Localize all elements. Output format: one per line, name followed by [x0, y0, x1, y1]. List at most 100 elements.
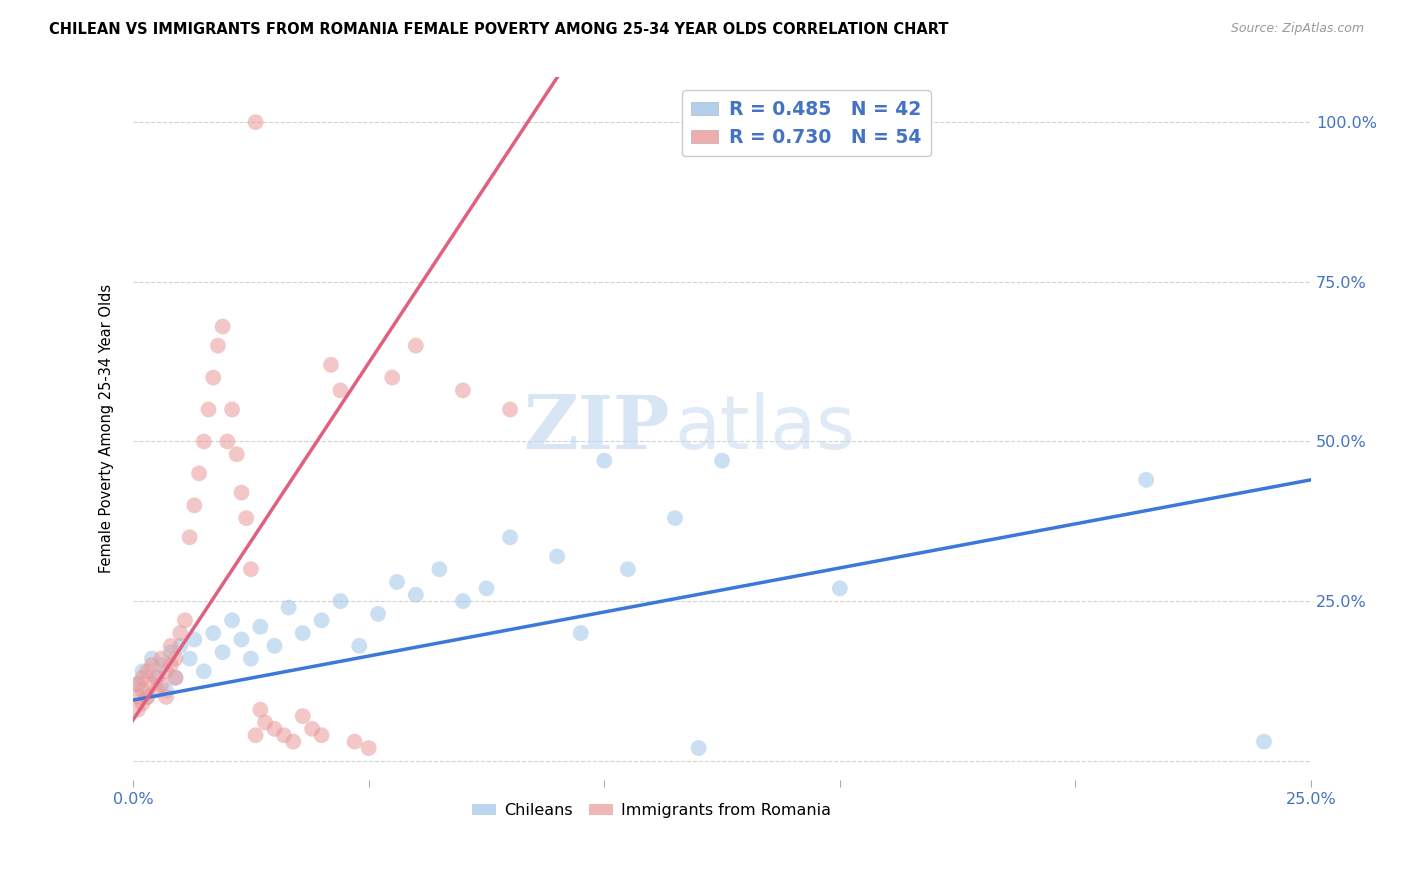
Point — [546, 549, 568, 564]
Point — [1253, 734, 1275, 748]
Point — [145, 683, 167, 698]
Point — [141, 651, 163, 665]
Point — [150, 677, 173, 691]
Point — [202, 370, 225, 384]
Point — [155, 665, 177, 679]
Point — [193, 665, 215, 679]
Point — [277, 600, 299, 615]
Point — [165, 651, 187, 665]
Point — [254, 715, 277, 730]
Point — [617, 562, 640, 576]
Point — [193, 434, 215, 449]
Point — [231, 632, 253, 647]
Point — [159, 658, 181, 673]
Point — [159, 645, 181, 659]
Point — [329, 594, 352, 608]
Point — [221, 613, 243, 627]
Point — [475, 582, 498, 596]
Point — [155, 690, 177, 704]
Y-axis label: Female Poverty Among 25-34 Year Olds: Female Poverty Among 25-34 Year Olds — [100, 285, 114, 574]
Point — [263, 639, 285, 653]
Point — [569, 626, 592, 640]
Point — [319, 358, 342, 372]
Point — [188, 467, 211, 481]
Point — [136, 690, 159, 704]
Point — [239, 562, 262, 576]
Point — [127, 703, 149, 717]
Point — [249, 703, 271, 717]
Point — [131, 683, 153, 698]
Point — [141, 677, 163, 691]
Point — [131, 671, 153, 685]
Text: atlas: atlas — [675, 392, 856, 466]
Point — [311, 728, 333, 742]
Point — [688, 741, 710, 756]
Point — [329, 384, 352, 398]
Point — [249, 620, 271, 634]
Point — [429, 562, 451, 576]
Point — [183, 632, 205, 647]
Point — [291, 626, 314, 640]
Point — [145, 671, 167, 685]
Point — [381, 370, 404, 384]
Point — [239, 651, 262, 665]
Point — [263, 722, 285, 736]
Point — [357, 741, 380, 756]
Point — [211, 319, 233, 334]
Point — [211, 645, 233, 659]
Text: CHILEAN VS IMMIGRANTS FROM ROMANIA FEMALE POVERTY AMONG 25-34 YEAR OLDS CORRELAT: CHILEAN VS IMMIGRANTS FROM ROMANIA FEMAL… — [49, 22, 949, 37]
Text: ZIP: ZIP — [523, 392, 669, 466]
Point — [451, 384, 474, 398]
Point — [179, 651, 201, 665]
Point — [343, 734, 366, 748]
Point — [183, 499, 205, 513]
Point — [174, 613, 197, 627]
Point — [131, 696, 153, 710]
Point — [405, 339, 427, 353]
Point — [451, 594, 474, 608]
Point — [311, 613, 333, 627]
Point — [150, 651, 173, 665]
Point — [127, 677, 149, 691]
Point — [301, 722, 323, 736]
Point — [291, 709, 314, 723]
Point — [711, 453, 734, 467]
Point — [141, 658, 163, 673]
Point — [349, 639, 371, 653]
Point — [593, 453, 616, 467]
Point — [499, 402, 522, 417]
Point — [179, 530, 201, 544]
Point — [245, 728, 267, 742]
Point — [385, 574, 408, 589]
Point — [664, 511, 686, 525]
Point — [367, 607, 389, 621]
Point — [221, 402, 243, 417]
Point — [217, 434, 239, 449]
Point — [283, 734, 305, 748]
Point — [159, 639, 181, 653]
Point — [207, 339, 229, 353]
Point — [127, 677, 149, 691]
Point — [235, 511, 257, 525]
Point — [136, 690, 159, 704]
Point — [136, 665, 159, 679]
Point — [145, 671, 167, 685]
Point — [169, 639, 191, 653]
Point — [225, 447, 247, 461]
Point — [273, 728, 295, 742]
Point — [245, 115, 267, 129]
Point — [165, 671, 187, 685]
Point — [231, 485, 253, 500]
Point — [1135, 473, 1157, 487]
Point — [150, 658, 173, 673]
Point — [169, 626, 191, 640]
Point — [828, 582, 851, 596]
Point — [165, 671, 187, 685]
Point — [202, 626, 225, 640]
Point — [197, 402, 219, 417]
Point — [155, 683, 177, 698]
Text: Source: ZipAtlas.com: Source: ZipAtlas.com — [1230, 22, 1364, 36]
Point — [131, 665, 153, 679]
Point — [127, 690, 149, 704]
Point — [499, 530, 522, 544]
